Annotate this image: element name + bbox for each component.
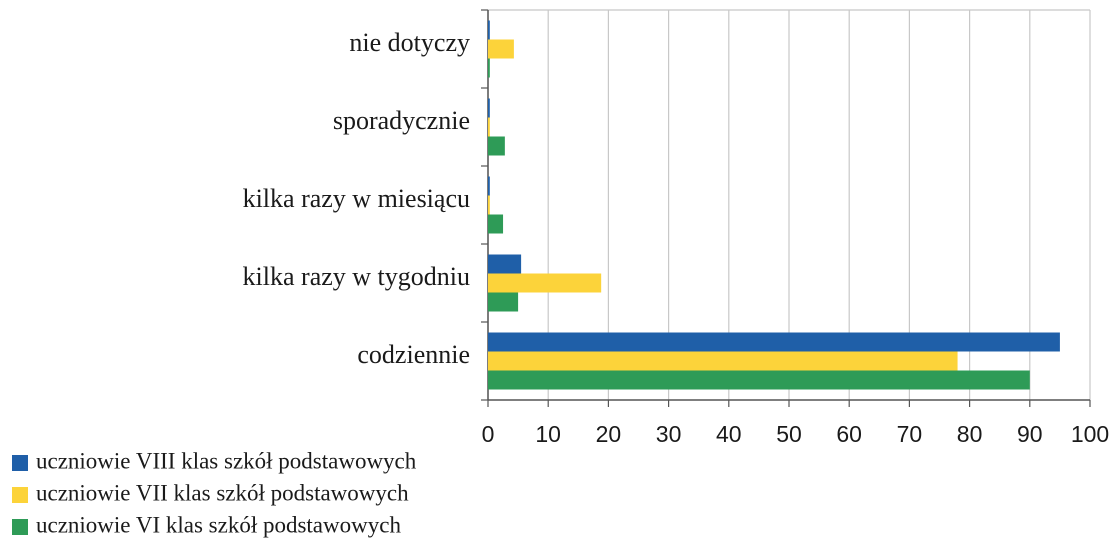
x-tick-label: 30 [656,421,682,447]
y-tick-label: codziennie [357,340,470,369]
x-tick-label: 20 [596,421,622,447]
legend-label: uczniowie VII klas szkół podstawowych [36,480,409,505]
legend-swatch [12,455,28,471]
bar [488,351,958,371]
x-tick-label: 40 [716,421,742,447]
legend-label: uczniowie VI klas szkół podstawowych [36,512,401,537]
x-tick-label: 60 [836,421,862,447]
bar [488,58,490,78]
legend-swatch [12,487,28,503]
x-tick-label: 80 [957,421,983,447]
bar [488,273,602,293]
bar [488,292,519,312]
x-tick-label: 70 [897,421,923,447]
x-tick-label: 10 [535,421,561,447]
y-tick-label: sporadycznie [333,106,470,135]
bar [488,195,490,215]
bar [488,20,490,40]
bar [488,98,490,118]
bar [488,117,490,137]
y-tick-label: kilka razy w miesiącu [243,184,470,213]
x-tick-label: 50 [776,421,802,447]
x-tick-label: 0 [482,421,495,447]
legend-swatch [12,519,28,535]
y-tick-label: kilka razy w tygodniu [243,262,470,291]
bar [488,176,490,196]
legend-label: uczniowie VIII klas szkół podstawowych [36,448,417,473]
bar [488,136,505,156]
bar [488,254,522,274]
bar [488,39,514,59]
x-tick-label: 100 [1071,421,1109,447]
y-tick-label: nie dotyczy [349,28,470,57]
bar [488,370,1030,390]
x-tick-label: 90 [1017,421,1043,447]
bar [488,332,1060,352]
bar [488,214,504,234]
